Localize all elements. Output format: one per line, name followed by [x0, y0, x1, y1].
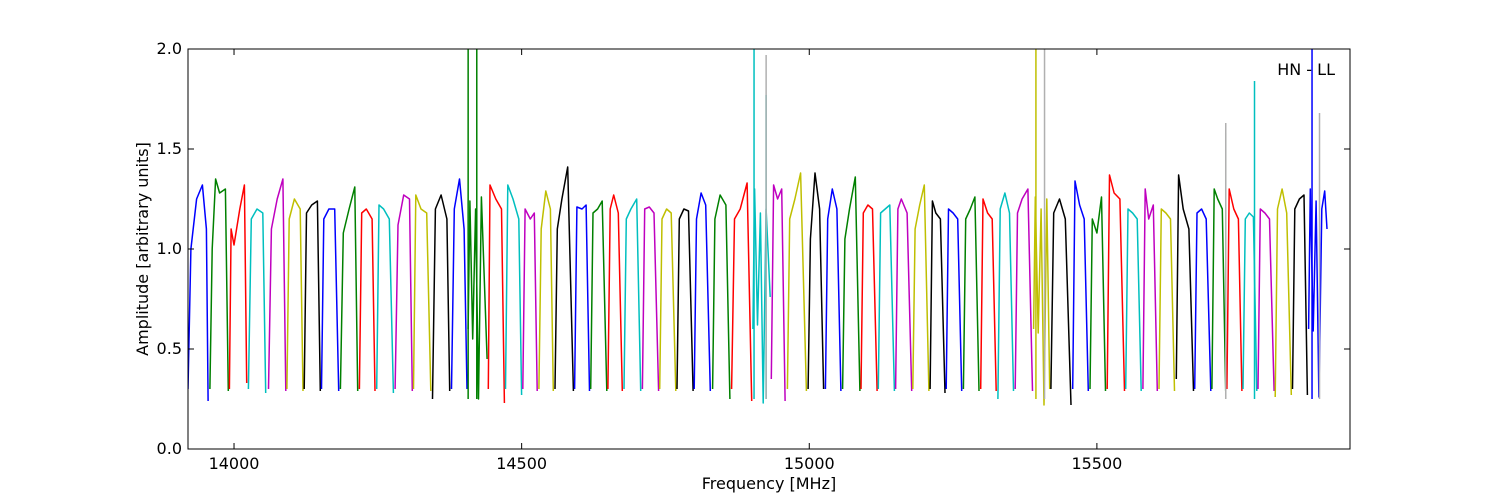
channel-line-56	[1175, 174, 1195, 392]
channel-line-49	[1050, 198, 1072, 406]
channel-line-25	[623, 198, 642, 392]
channel-line-26	[641, 206, 660, 392]
channel-line-33	[770, 184, 786, 402]
y-tick-label: 1.5	[157, 139, 182, 158]
channel-line-22	[573, 204, 591, 392]
channel-line-21	[554, 166, 575, 392]
channel-line-36	[824, 188, 842, 392]
channel-line-53	[1124, 208, 1142, 392]
y-tick-label: 0.5	[157, 339, 182, 358]
channel-line-23	[589, 200, 608, 392]
x-axis-ticks: 14000 14500 15000 15500	[209, 49, 1122, 473]
channel-line-46	[997, 192, 1015, 400]
channel-line-29	[693, 192, 712, 392]
y-axis-ticks: 0.0 0.5 1.0 1.5 2.0	[157, 39, 1350, 458]
channel-line-10	[358, 208, 376, 392]
channel-line-20	[538, 190, 555, 392]
channel-line-7	[303, 200, 322, 392]
channel-line-50	[1071, 180, 1090, 392]
channel-line-2	[209, 178, 230, 392]
channel-line-34	[786, 172, 808, 392]
channel-line-59	[1226, 188, 1243, 392]
channel-line-9	[339, 186, 359, 392]
channel-line-55	[1158, 208, 1176, 392]
channel-line-5	[267, 178, 287, 392]
channel-line-38	[860, 204, 878, 392]
y-tick-label: 1.0	[157, 239, 182, 258]
channel-line-43	[945, 208, 963, 392]
channel-line-13	[412, 194, 432, 392]
channel-line-28	[676, 208, 694, 392]
channel-line-62	[1274, 188, 1293, 398]
channel-line-14	[431, 194, 451, 400]
y-tick-label: 2.0	[157, 39, 182, 58]
channel-line-57	[1193, 208, 1212, 392]
channel-line-8	[320, 208, 340, 392]
channel-line-41	[912, 184, 930, 392]
channel-line-64	[1307, 188, 1328, 398]
channel-line-42	[929, 200, 946, 394]
y-axis-label: Amplitude [arbitrary units]	[133, 142, 152, 356]
channel-line-18	[504, 184, 523, 396]
channel-line-11	[375, 204, 395, 394]
x-tick-label: 15000	[784, 454, 835, 473]
channel-line-30	[711, 194, 731, 400]
channel-line-4	[247, 208, 267, 394]
chart-annotation: HN - LL	[1277, 60, 1335, 79]
channel-line-24	[607, 194, 624, 392]
x-tick-label: 15500	[1071, 454, 1122, 473]
channel-line-17	[487, 184, 506, 404]
channel-line-40	[894, 198, 913, 392]
channel-line-31	[730, 182, 753, 402]
plot-background	[188, 49, 1350, 449]
channel-line-12	[394, 194, 414, 392]
channel-line-58	[1211, 188, 1227, 392]
channel-line-61	[1257, 208, 1275, 392]
channel-line-15	[450, 178, 468, 390]
channel-line-51	[1089, 196, 1107, 392]
channel-line-44	[962, 196, 980, 392]
x-axis-label: Frequency [MHz]	[702, 474, 836, 493]
channel-line-63	[1291, 194, 1309, 396]
x-tick-label: 14500	[496, 454, 547, 473]
channel-line-16	[467, 196, 488, 400]
channel-line-6	[286, 198, 304, 392]
channel-line-35	[807, 172, 825, 390]
channel-line-1	[188, 184, 209, 402]
y-tick-label: 0.0	[157, 439, 182, 458]
spike-layer	[467, 49, 1321, 399]
channel-line-27	[658, 208, 677, 392]
series-layer	[188, 166, 1328, 406]
channel-line-47	[1014, 188, 1034, 392]
channel-line-54	[1142, 188, 1159, 392]
x-tick-label: 14000	[209, 454, 260, 473]
channel-line-19	[522, 208, 538, 392]
channel-line-3	[228, 184, 248, 390]
channel-line-37	[841, 176, 861, 392]
channel-line-52	[1106, 174, 1126, 392]
channel-line-45	[979, 198, 997, 392]
channel-line-39	[877, 204, 896, 392]
